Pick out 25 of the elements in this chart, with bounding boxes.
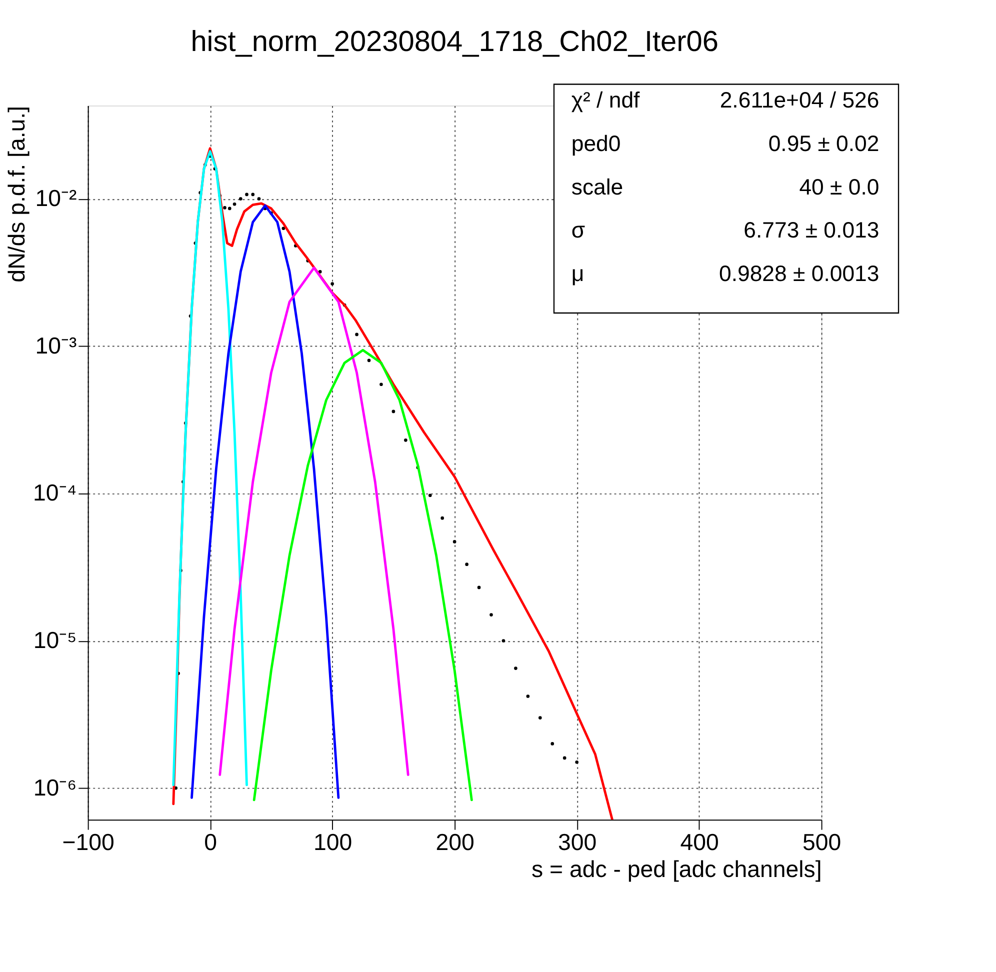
annotation: 0.9828 ± 0.0013: [718, 261, 880, 286]
x-tick-label: 0: [204, 829, 217, 856]
annotation: ped0: [571, 130, 621, 156]
annotation: 2.611e+04 / 526: [720, 87, 880, 112]
y-tick-label: 10⁻⁵: [33, 626, 77, 653]
x-tick-label: 500: [802, 829, 842, 856]
x-tick-label: 300: [558, 829, 597, 856]
y-tick-label: 10⁻⁶: [33, 774, 77, 800]
annotation: μ: [571, 261, 584, 286]
x-tick-label: 400: [680, 829, 719, 856]
annotation: 6.773 ± 0.013: [744, 218, 880, 243]
y-tick-label: 10⁻²: [35, 185, 78, 212]
x-tick-label: 200: [436, 829, 474, 856]
annotation: χ² / ndf: [571, 87, 641, 112]
annotation: σ: [571, 218, 586, 243]
annotation: 40 ± 0.0: [799, 174, 880, 200]
y-axis-title: dN/ds p.d.f. [a.u.]: [4, 106, 30, 282]
chart-title: hist_norm_20230804_1718_Ch02_Iter06: [190, 26, 718, 58]
annotation: scale: [571, 174, 624, 200]
y-tick-label: 10⁻⁴: [33, 480, 77, 506]
x-axis-title: s = adc - ped [adc channels]: [532, 856, 822, 882]
y-tick-label: 10⁻³: [35, 332, 78, 358]
annotation: 0.95 ± 0.02: [768, 130, 880, 156]
x-tick-label: 100: [313, 829, 352, 856]
x-tick-label: −100: [62, 829, 114, 856]
